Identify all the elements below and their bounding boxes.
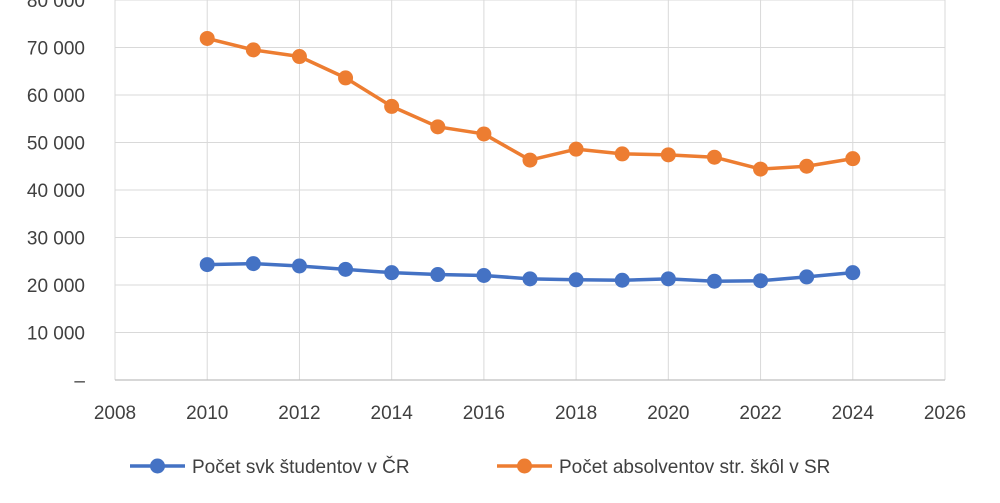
y-tick-label: 40 000 bbox=[27, 181, 85, 202]
x-tick-label: 2012 bbox=[278, 403, 320, 424]
y-tick-labels: – 10 000 20 000 30 000 40 000 50 000 60 000 70 … bbox=[27, 0, 86, 392]
y-tick-label: 60 000 bbox=[27, 86, 85, 107]
data-point bbox=[338, 70, 354, 86]
y-tick-label: 80 000 bbox=[27, 0, 85, 12]
legend-label-1: Počet svk študentov v ČR bbox=[192, 456, 410, 478]
data-point bbox=[706, 149, 722, 165]
data-point bbox=[245, 42, 261, 58]
data-point bbox=[799, 158, 815, 174]
data-point bbox=[799, 269, 815, 285]
data-point bbox=[430, 267, 446, 283]
y-tick-label: 10 000 bbox=[27, 324, 85, 345]
y-tick-label: 50 000 bbox=[27, 134, 85, 155]
y-tick-label: 20 000 bbox=[27, 276, 85, 297]
data-point bbox=[384, 265, 400, 281]
x-tick-label: 2018 bbox=[555, 403, 597, 424]
data-point bbox=[614, 272, 630, 288]
y-tick-label: 70 000 bbox=[27, 39, 85, 60]
data-point bbox=[291, 258, 307, 274]
series-group bbox=[199, 30, 861, 289]
data-point bbox=[476, 126, 492, 142]
data-point bbox=[476, 268, 492, 283]
x-tick-label: 2010 bbox=[186, 403, 228, 424]
x-tick-label: 2022 bbox=[739, 403, 781, 424]
x-tick-label: 2026 bbox=[924, 403, 966, 424]
data-point bbox=[199, 30, 215, 46]
data-point bbox=[245, 256, 261, 272]
y-tick-label: 30 000 bbox=[27, 229, 85, 250]
data-point bbox=[706, 273, 722, 289]
x-tick-label: 2024 bbox=[832, 403, 875, 424]
legend-marker-2 bbox=[517, 458, 532, 474]
legend-label-2: Počet absolventov str. škôl v SR bbox=[559, 457, 830, 478]
legend: Počet svk študentov v ČR Počet absolvento… bbox=[130, 456, 830, 478]
data-point bbox=[614, 146, 630, 162]
data-point bbox=[845, 151, 861, 167]
data-point bbox=[338, 261, 354, 277]
data-point bbox=[522, 271, 538, 287]
x-tick-labels: 2008 2010 2012 2014 2016 2018 2020 2022 2024 2026 bbox=[94, 403, 966, 424]
data-point bbox=[291, 49, 307, 65]
data-point bbox=[384, 98, 400, 114]
data-point bbox=[568, 272, 584, 288]
x-tick-label: 2014 bbox=[371, 403, 414, 424]
data-point bbox=[845, 265, 861, 281]
data-point bbox=[660, 147, 676, 163]
data-point bbox=[660, 271, 676, 287]
y-tick-label: – bbox=[74, 371, 85, 392]
legend-marker-1 bbox=[150, 458, 165, 474]
data-point bbox=[753, 161, 769, 177]
gridlines bbox=[114, 0, 946, 380]
x-tick-label: 2020 bbox=[647, 403, 689, 424]
data-point bbox=[753, 273, 769, 289]
data-point bbox=[199, 257, 215, 273]
data-point bbox=[522, 152, 538, 168]
x-tick-label: 2008 bbox=[94, 403, 136, 424]
data-point bbox=[568, 141, 584, 157]
data-point bbox=[430, 119, 446, 135]
x-tick-label: 2016 bbox=[463, 403, 505, 424]
